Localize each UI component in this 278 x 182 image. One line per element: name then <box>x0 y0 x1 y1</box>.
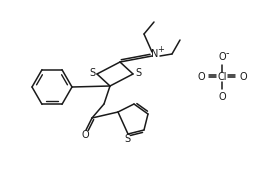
Text: O: O <box>218 92 226 102</box>
Text: O: O <box>81 130 89 140</box>
Text: O: O <box>218 52 226 62</box>
Text: S: S <box>89 68 95 78</box>
Text: +: + <box>158 45 165 54</box>
Text: N: N <box>151 49 159 59</box>
Text: O: O <box>197 72 205 82</box>
Text: S: S <box>124 134 130 144</box>
Text: Cl: Cl <box>217 72 227 82</box>
Text: S: S <box>135 68 141 78</box>
Text: -: - <box>225 48 229 58</box>
Text: O: O <box>239 72 247 82</box>
